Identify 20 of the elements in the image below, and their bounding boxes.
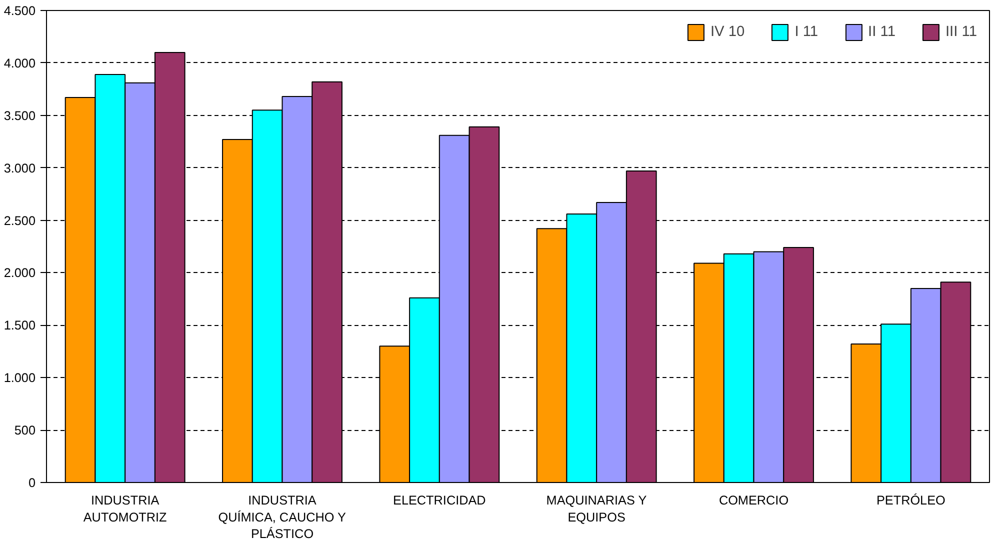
y-tick-label: 2.500 — [4, 214, 36, 228]
legend-label: II 11 — [868, 24, 896, 40]
y-tick-label: 0 — [28, 476, 36, 490]
legend-label: IV 10 — [710, 24, 745, 40]
x-tick-label: INDUSTRIA AUTOMOTRIZ — [83, 494, 168, 524]
x-tick-label: INDUSTRIA QUÍMICA, CAUCHO Y PLÁSTICO — [218, 494, 347, 542]
x-tick-label: COMERCIO — [718, 494, 789, 508]
y-tick-label: 2.000 — [4, 266, 36, 280]
y-tick-label: 500 — [14, 424, 36, 438]
legend-label: I 11 — [794, 24, 818, 40]
y-tick-label: 3.500 — [4, 108, 36, 123]
y-tick-label: 1.500 — [4, 318, 36, 333]
x-tick-label: MAQUINARIAS Y EQUIPOS — [546, 494, 648, 524]
x-tick-label: ELECTRICIDAD — [393, 494, 486, 508]
y-tick-label: 1.000 — [4, 371, 36, 386]
y-tick-label: 4.000 — [4, 56, 36, 70]
y-tick-label: 3.000 — [4, 161, 36, 176]
legend-label: III 11 — [945, 24, 977, 40]
x-tick-label: PETRÓLEO — [876, 494, 946, 508]
y-tick-label: 4.500 — [4, 4, 36, 18]
